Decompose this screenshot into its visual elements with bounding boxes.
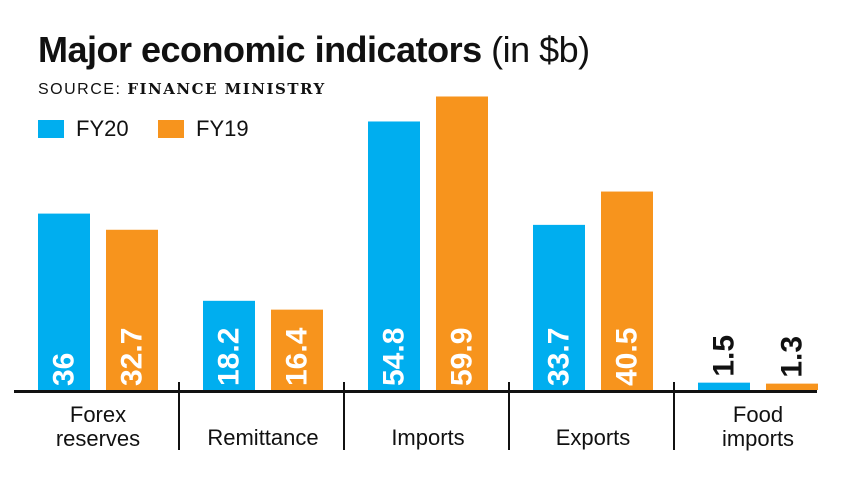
legend-label-fy20: FY20 [76, 116, 129, 141]
legend-swatch-fy19 [158, 120, 184, 138]
value-label-remittance-fy19: 16.4 [281, 327, 314, 386]
value-label-exports-fy20: 33.7 [543, 328, 576, 386]
bar-exports-fy20 [533, 224, 585, 390]
category-label-forex-reserves: Forex [70, 402, 126, 427]
category-label-food-imports: imports [722, 426, 794, 451]
source-prefix: SOURCE: [38, 81, 122, 98]
bar-imports-fy19 [436, 96, 488, 391]
legend-item-fy19: FY19 [158, 116, 249, 142]
category-label-imports: Imports [391, 425, 464, 450]
legend-label-fy19: FY19 [196, 116, 249, 141]
bar-imports-fy20 [368, 121, 420, 390]
chart-title: Major economic indicators (in $b) [38, 28, 590, 72]
value-label-remittance-fy20: 18.2 [213, 328, 246, 386]
chart-title-main: Major economic indicators [38, 29, 482, 70]
legend-swatch-fy20 [38, 120, 64, 138]
category-label-forex-reserves: reserves [56, 426, 140, 451]
legend-item-fy20: FY20 [38, 116, 129, 142]
value-label-imports-fy20: 54.8 [378, 328, 411, 386]
bar-remittance-fy19 [271, 309, 323, 390]
value-label-exports-fy19: 40.5 [611, 328, 644, 386]
source-name: FINANCE MINISTRY [127, 80, 326, 98]
bar-food-imports-fy20 [698, 382, 750, 390]
bar-exports-fy19 [601, 191, 653, 390]
value-label-food-imports-fy20: 1.5 [708, 335, 741, 377]
category-label-exports: Exports [556, 425, 631, 450]
value-label-forex-reserves-fy20: 36 [48, 353, 81, 386]
value-label-forex-reserves-fy19: 32.7 [116, 328, 149, 386]
bar-food-imports-fy19 [766, 383, 818, 390]
bar-forex-reserves-fy20 [38, 213, 90, 390]
source-line: SOURCE: FINANCE MINISTRY [38, 80, 326, 99]
bar-forex-reserves-fy19 [106, 229, 158, 390]
value-label-imports-fy19: 59.9 [446, 328, 479, 386]
bar-remittance-fy20 [203, 300, 255, 390]
value-label-food-imports-fy19: 1.3 [776, 336, 809, 378]
category-label-remittance: Remittance [207, 425, 318, 450]
category-label-food-imports: Food [733, 402, 783, 427]
chart-title-unit: (in $b) [491, 29, 590, 70]
